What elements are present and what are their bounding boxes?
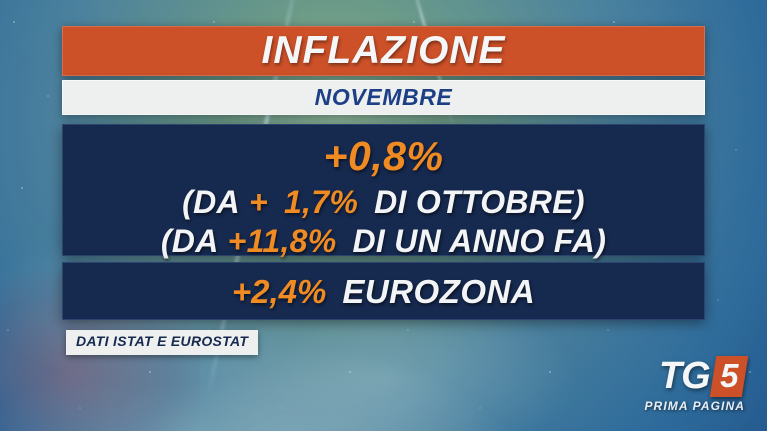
monthly-suffix: DI OTTOBRE) <box>374 184 585 220</box>
yearly-sign: + <box>227 223 247 259</box>
logo-wordmark: TG 5 <box>644 355 749 398</box>
monthly-change-row: (DA + 1,7% DI OTTOBRE) <box>63 184 704 221</box>
headline-inflation-value: +0,8% <box>323 133 444 179</box>
monthly-value: 1,7% <box>283 184 359 220</box>
yearly-value: 11,8% <box>246 223 337 259</box>
yearly-suffix: DI UN ANNO FA) <box>352 223 607 259</box>
logo-number-text: 5 <box>719 357 739 394</box>
yearly-change-row: (DA + 11,8% DI UN ANNO FA) <box>63 223 704 260</box>
headline-bar: INFLAZIONE <box>62 26 705 76</box>
logo-tg-text: TG <box>658 355 711 397</box>
period-bar: NOVEMBRE <box>62 80 705 115</box>
monthly-prefix: (DA <box>182 184 240 220</box>
eurozone-value: +2,4% <box>231 273 327 310</box>
source-caption: DATI ISTAT E EUROSTAT <box>66 330 259 355</box>
monthly-sign: + <box>248 184 268 220</box>
eurozone-panel: +2,4% EUROZONA <box>62 262 705 320</box>
channel-logo: TG 5 PRIMA PAGINA <box>644 355 749 413</box>
logo-number-badge: 5 <box>709 356 749 397</box>
inflation-figures-panel: +0,8% (DA + 1,7% DI OTTOBRE) (DA + 11,8%… <box>62 124 705 259</box>
page-title: INFLAZIONE <box>261 29 506 72</box>
eurozone-row: +2,4% EUROZONA <box>63 263 704 321</box>
headline-figure-row: +0,8% <box>63 133 704 180</box>
yearly-prefix: (DA <box>160 223 219 259</box>
logo-programme-name: PRIMA PAGINA <box>644 399 745 413</box>
period-label: NOVEMBRE <box>314 84 453 110</box>
eurozone-label: EUROZONA <box>342 273 536 310</box>
source-caption-text: DATI ISTAT E EUROSTAT <box>76 333 249 349</box>
